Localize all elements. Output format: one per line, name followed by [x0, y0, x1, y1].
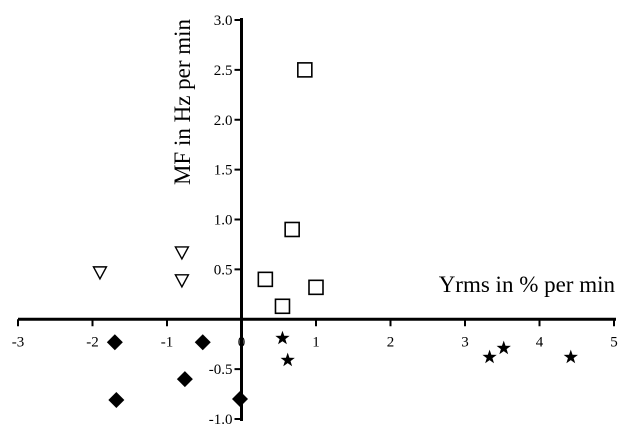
star-marker: [275, 330, 290, 345]
diamond-marker: [194, 334, 211, 351]
x-tick-label: -2: [86, 334, 99, 350]
star-marker: [280, 352, 295, 367]
x-tick-label: -1: [161, 334, 174, 350]
square-marker: [284, 221, 300, 238]
x-tick-label: 4: [536, 334, 544, 350]
star-marker: [563, 349, 578, 364]
diamond-marker: [108, 392, 125, 409]
diamond-marker: [176, 371, 193, 388]
square-marker: [308, 279, 324, 296]
x-tick-label: 1: [312, 334, 320, 350]
star-marker: [482, 349, 497, 364]
y-tick-label: 2.0: [214, 113, 233, 129]
y-tick-label: 2.5: [214, 63, 233, 79]
y-tick-label: 1.5: [214, 163, 233, 179]
triangle-down-marker: [174, 246, 190, 261]
axes: [18, 18, 616, 421]
x-tick-label: 5: [610, 334, 618, 350]
x-tick-label: 2: [387, 334, 395, 350]
y-axis-title: MF in Hz per min: [170, 18, 195, 185]
x-tick-label: 0: [238, 334, 246, 350]
x-tick-label: 3: [461, 334, 469, 350]
star-marker: [496, 340, 511, 355]
y-tick-label: 1.0: [214, 213, 233, 229]
y-tick-label: -1.0: [209, 412, 233, 428]
y-tick-label: 0.5: [214, 262, 233, 278]
triangle-down-marker: [92, 266, 108, 281]
data-points: [92, 62, 578, 409]
y-tick-label: 3.0: [214, 13, 233, 29]
x-axis-title: Yrms in % per min: [439, 272, 616, 297]
square-marker: [297, 62, 313, 78]
square-marker: [274, 298, 291, 315]
diamond-marker: [232, 391, 249, 408]
diamond-marker: [106, 334, 123, 351]
y-tick-label: -0.5: [209, 362, 233, 378]
x-tick-label: -3: [12, 334, 25, 350]
triangle-down-marker: [174, 274, 190, 289]
square-marker: [257, 271, 274, 288]
axis-ticks: -3 -2 -1 0 1 2 3 4 5 -1.0 -0.5 0.5 1.0 1.5 2.0 2.5 3.0: [12, 13, 618, 428]
